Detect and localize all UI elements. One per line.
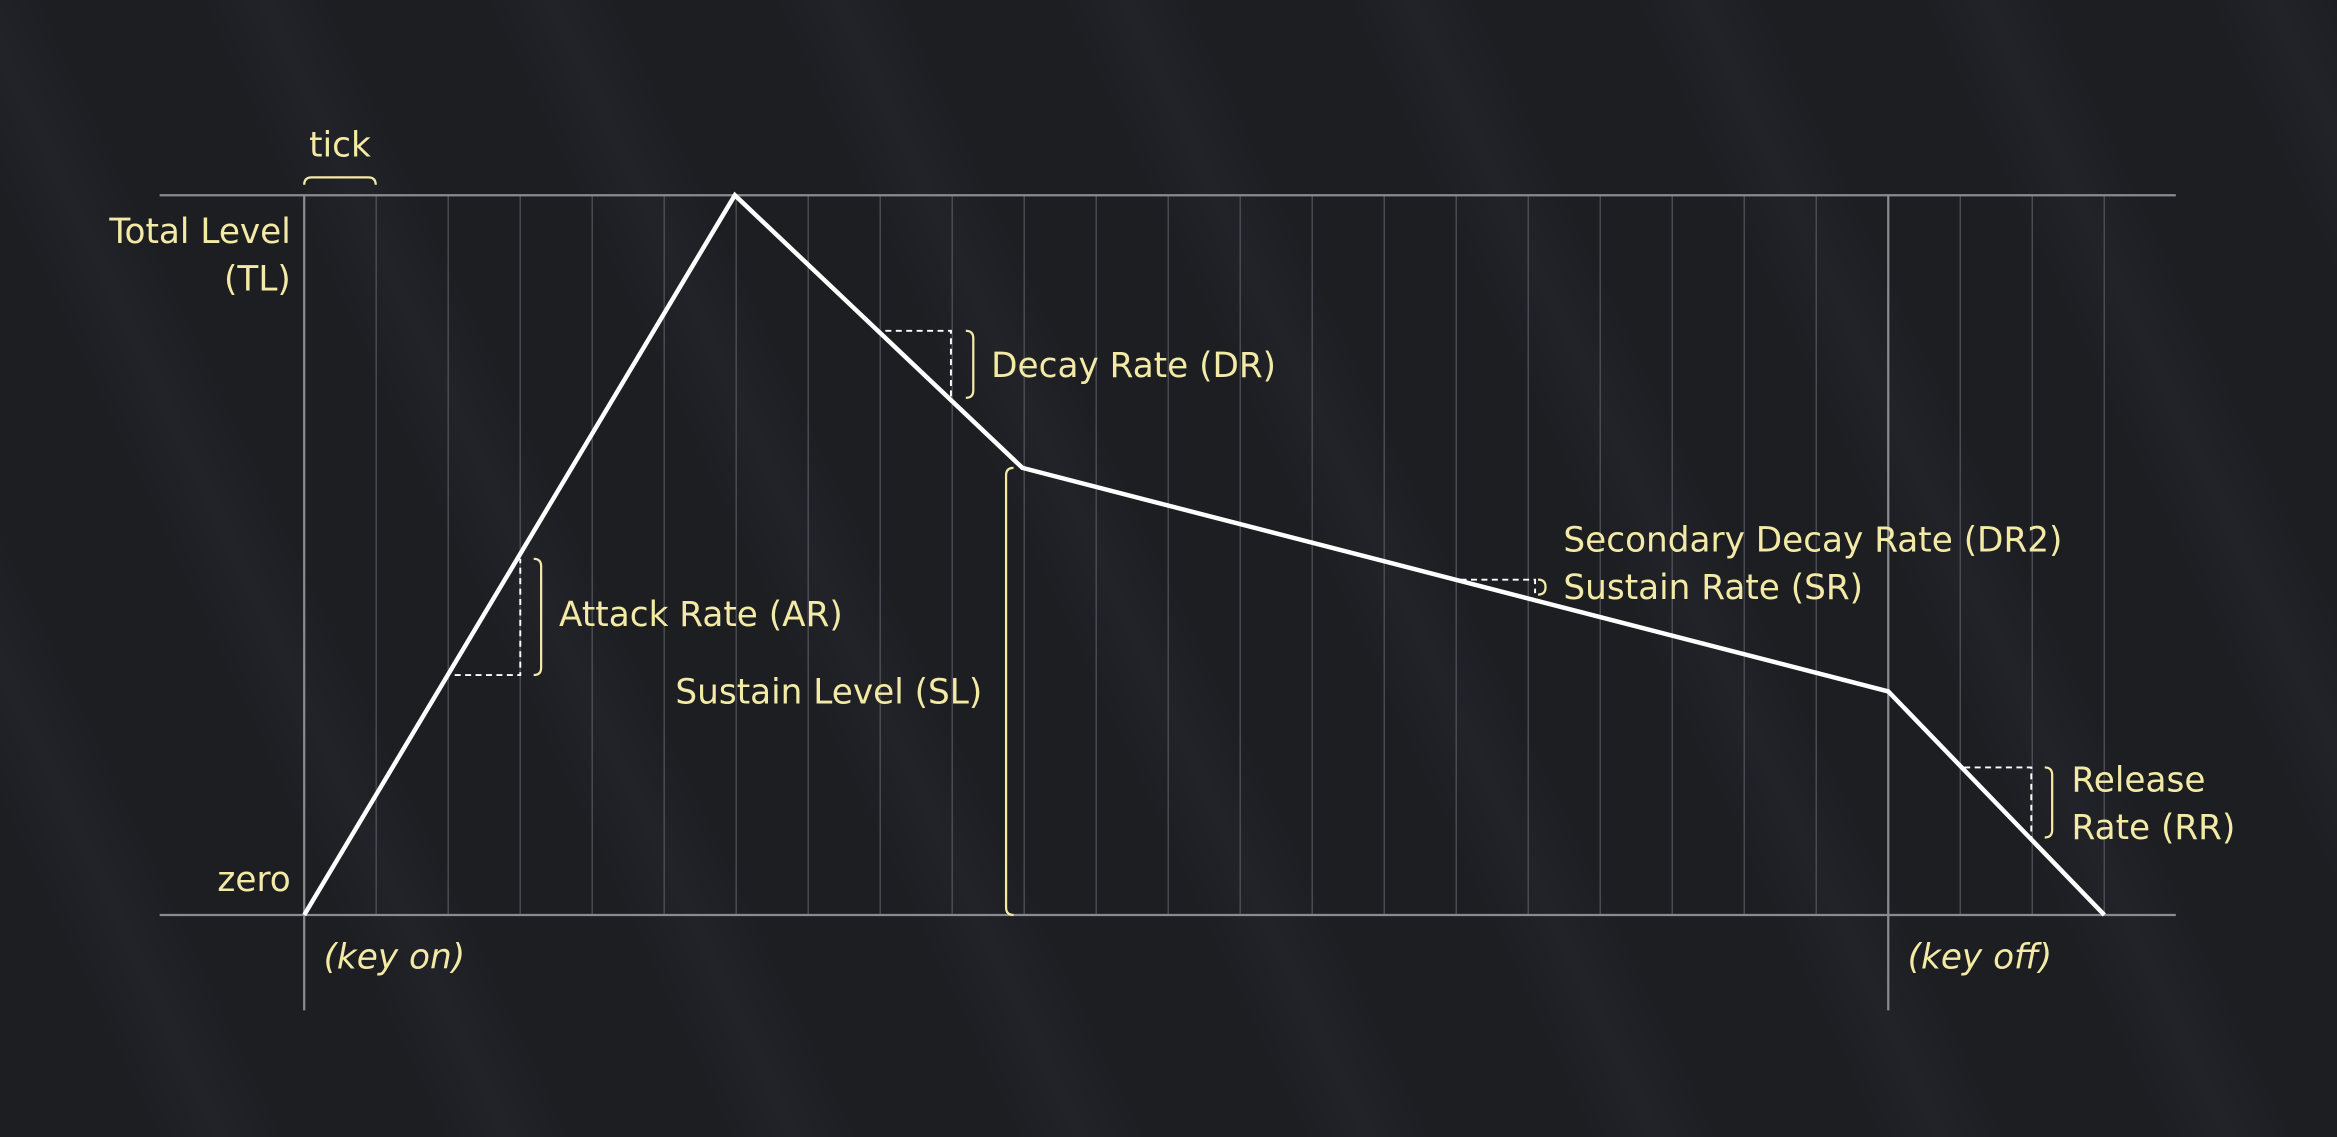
sustain-level-label: Sustain Level (SL) (675, 672, 982, 712)
envelope-curve (302, 191, 2106, 917)
release-rate-label: Rate (RR) (2072, 808, 2236, 848)
attack-rate-slope-marker (454, 558, 522, 677)
secondary-decay-rate-label: Secondary Decay Rate (DR2) (1563, 520, 2062, 560)
attack-rate-brace (533, 557, 543, 677)
total-level-abbr: (TL) (224, 260, 291, 300)
release-rate-slope-marker (1964, 766, 2033, 838)
release-label: Release (2072, 760, 2206, 800)
sustain-rate-slope-marker (1460, 578, 1537, 594)
tick-label: tick (309, 125, 371, 165)
sustain-rate-brace (1538, 578, 1547, 596)
decay-rate-brace (965, 329, 975, 399)
attack-rate-label: Attack Rate (AR) (559, 595, 843, 635)
zero-label: zero (217, 860, 290, 900)
release-rate-brace (2044, 766, 2054, 839)
sustain-rate-label: Sustain Rate (SR) (1563, 568, 1863, 608)
decay-rate-label: Decay Rate (DR) (991, 346, 1276, 386)
sustain-level-brace (1004, 466, 1014, 917)
tick-brace (303, 176, 377, 185)
key-off-label: (key off) (1908, 938, 2053, 978)
total-level-label: Total Level (108, 212, 290, 252)
key-on-label: (key on) (324, 938, 466, 978)
